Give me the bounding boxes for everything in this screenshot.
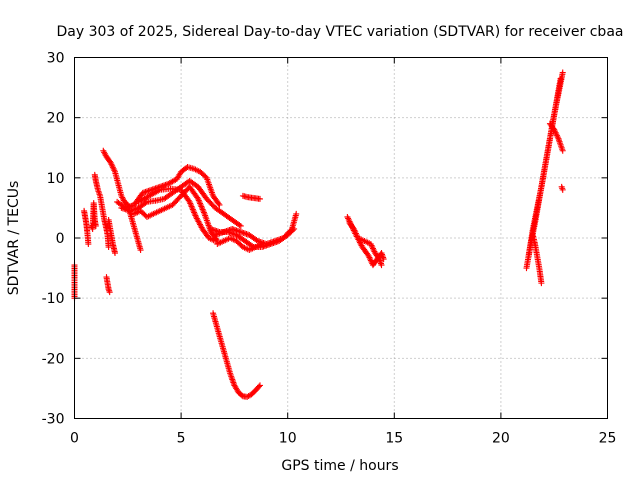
data-point <box>216 201 223 208</box>
series-arc-16 <box>210 310 263 400</box>
series-arc-21 <box>527 75 564 248</box>
x-tick-label: 10 <box>279 431 297 447</box>
data-point <box>212 238 219 245</box>
x-tick-label: 0 <box>70 431 79 447</box>
y-tick-label: -30 <box>42 412 65 428</box>
data-point <box>557 75 564 82</box>
data-point <box>375 254 382 261</box>
series-arc-22 <box>546 120 566 154</box>
y-tick-label: 30 <box>47 51 65 67</box>
series-arc-18 <box>346 219 385 269</box>
y-tick-label: 0 <box>56 231 65 247</box>
data-point <box>112 250 119 257</box>
data-point <box>256 195 263 202</box>
x-tick-label: 25 <box>599 431 617 447</box>
x-tick-label: 20 <box>492 431 510 447</box>
series-arc-9 <box>118 177 244 229</box>
series-arc-10 <box>131 183 221 245</box>
data-point <box>237 222 244 229</box>
data-point <box>236 221 243 228</box>
data-point <box>92 222 99 229</box>
chart-title: Day 303 of 2025, Sidereal Day-to-day VTE… <box>57 24 624 40</box>
data-point <box>559 147 566 154</box>
data-point <box>255 383 262 390</box>
data-point <box>137 247 144 254</box>
series-arc-3 <box>88 200 99 232</box>
data-point <box>378 262 385 269</box>
data-point <box>559 186 566 193</box>
series-arc-14 <box>214 235 266 254</box>
y-tick-label: -10 <box>42 291 65 307</box>
data-point <box>256 382 263 389</box>
y-tick-label: 20 <box>47 111 65 127</box>
series-arc-15 <box>239 192 263 202</box>
data-point <box>259 241 266 248</box>
x-axis-label: GPS time / hours <box>281 458 398 474</box>
series-arc-11 <box>135 185 219 245</box>
data-point <box>85 241 92 248</box>
data-point <box>142 199 149 206</box>
series-arc-4 <box>91 171 112 251</box>
data-marks <box>71 69 566 400</box>
series-arc-23 <box>558 183 566 193</box>
y-tick-label: 10 <box>47 171 65 187</box>
y-tick-label: -20 <box>42 351 65 367</box>
plot-frame <box>74 57 608 419</box>
x-tick-label: 5 <box>177 431 186 447</box>
data-point <box>106 289 113 296</box>
y-axis-label: SDTVAR / TECUs <box>6 181 22 296</box>
series-arc-5 <box>103 274 113 296</box>
data-point <box>538 280 545 287</box>
series-arc-6 <box>105 216 119 257</box>
ticks-layer: 0 5 10 15 20 25 -30 -20 -10 0 10 20 30 <box>42 51 617 447</box>
data-point <box>293 210 300 217</box>
grid-layer <box>74 57 608 419</box>
data-point <box>215 200 222 207</box>
series-arc-13 <box>212 210 300 248</box>
x-tick-label: 15 <box>385 431 403 447</box>
data-point <box>559 69 566 76</box>
